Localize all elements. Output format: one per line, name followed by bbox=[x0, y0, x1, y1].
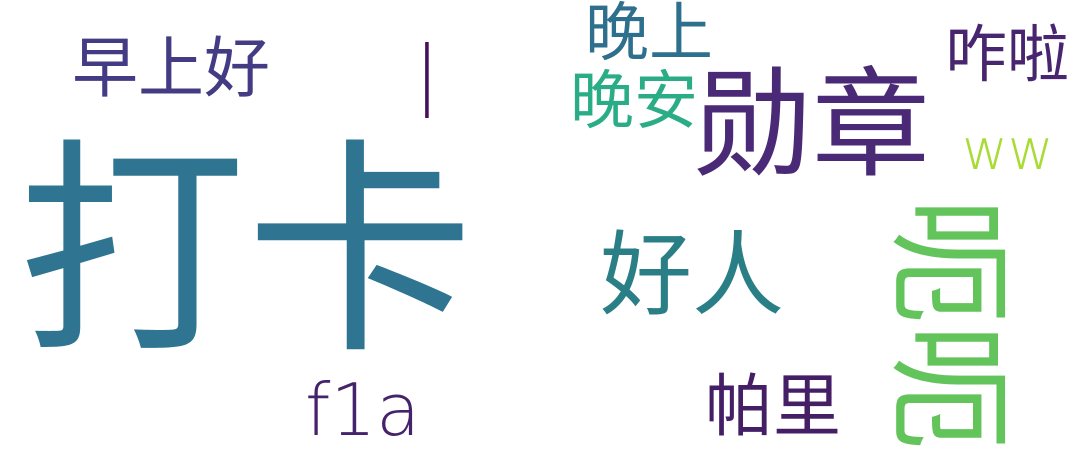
word-bar: | bbox=[414, 29, 440, 118]
word-wanshang: 晚上 bbox=[585, 0, 713, 71]
word-haoren: 好人 bbox=[600, 222, 785, 329]
word-zala: 咋啦 bbox=[945, 18, 1070, 91]
word-ww: ww bbox=[962, 118, 1054, 183]
word-ee: 呃呃 bbox=[874, 198, 1021, 450]
word-xunzhang: 勋章 bbox=[694, 56, 931, 194]
word-wanan: 晚安 bbox=[570, 65, 698, 139]
word-f1a: f1a bbox=[305, 368, 421, 452]
word-pali: 帕里 bbox=[705, 368, 842, 447]
word-daka: 打卡 bbox=[18, 119, 474, 385]
word-zaoshanghao: 早上好 bbox=[72, 30, 270, 107]
